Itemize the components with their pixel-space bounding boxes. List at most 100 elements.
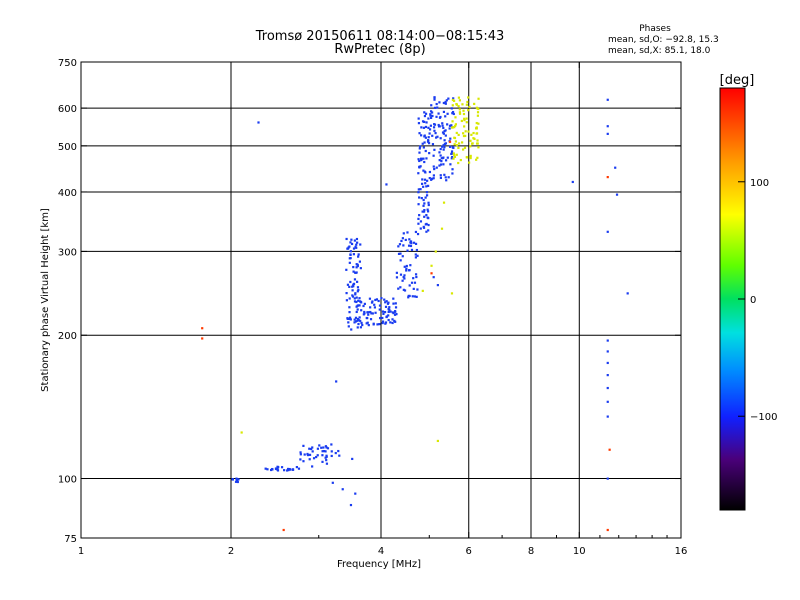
data-point xyxy=(444,100,447,104)
data-point xyxy=(433,167,436,171)
data-point xyxy=(308,447,311,450)
data-point xyxy=(354,320,357,323)
data-point xyxy=(424,182,427,185)
data-point xyxy=(423,141,426,144)
data-point xyxy=(381,321,384,325)
data-point xyxy=(469,145,472,148)
data-point xyxy=(398,243,402,246)
data-point xyxy=(367,324,370,327)
data-point xyxy=(346,283,350,286)
data-point xyxy=(406,231,409,234)
data-point xyxy=(606,415,609,418)
data-point xyxy=(316,447,319,450)
data-point xyxy=(457,133,460,137)
data-point xyxy=(306,452,309,456)
data-point xyxy=(349,280,352,284)
data-point xyxy=(404,238,407,242)
data-point xyxy=(606,400,609,403)
data-point xyxy=(419,145,422,148)
data-point xyxy=(467,109,470,112)
data-point xyxy=(420,196,423,200)
data-point xyxy=(266,468,269,471)
data-point xyxy=(391,321,394,325)
data-point xyxy=(449,137,452,140)
data-point xyxy=(436,284,439,287)
data-point xyxy=(424,112,428,115)
y-axis-label: Stationary phase Virtual Height [km] xyxy=(40,208,51,392)
data-point xyxy=(417,222,420,225)
y-tick-label: 400 xyxy=(58,188,77,199)
data-point xyxy=(403,265,406,268)
data-point xyxy=(448,140,452,143)
data-point xyxy=(397,252,401,255)
data-point xyxy=(449,163,452,166)
data-point xyxy=(426,179,429,182)
data-point xyxy=(334,451,337,455)
data-point xyxy=(477,122,480,125)
data-point xyxy=(422,185,425,188)
data-point xyxy=(444,102,447,105)
data-point xyxy=(457,142,461,145)
data-point xyxy=(425,230,428,233)
x-tick-label: 10 xyxy=(573,546,586,557)
data-point xyxy=(415,248,419,252)
data-point xyxy=(378,323,381,326)
data-point xyxy=(355,300,358,304)
data-point xyxy=(350,242,354,246)
data-point xyxy=(355,296,358,299)
data-point xyxy=(352,265,355,269)
data-point xyxy=(455,153,458,156)
data-point xyxy=(376,323,379,326)
data-point xyxy=(441,122,444,125)
data-point xyxy=(397,245,400,248)
stats-line-x: mean, sd,X: 85.1, 18.0 xyxy=(608,46,711,56)
data-point xyxy=(420,157,423,160)
data-point xyxy=(462,148,465,151)
data-point xyxy=(356,286,360,289)
x-tick-label: 4 xyxy=(378,546,384,557)
data-point xyxy=(428,152,431,155)
data-point xyxy=(431,114,434,118)
data-point xyxy=(433,148,436,151)
data-point xyxy=(387,314,390,317)
data-point xyxy=(447,97,450,100)
data-point xyxy=(289,468,292,471)
data-point xyxy=(373,303,376,306)
data-point xyxy=(606,361,609,365)
y-tick-label: 600 xyxy=(58,104,77,115)
data-point xyxy=(412,277,415,280)
data-point xyxy=(325,462,329,465)
data-point xyxy=(418,196,421,199)
data-point xyxy=(402,275,405,279)
data-point xyxy=(446,156,449,159)
data-point xyxy=(433,106,437,109)
data-point xyxy=(375,298,379,301)
data-point xyxy=(402,232,405,235)
data-point xyxy=(387,301,390,304)
data-point xyxy=(436,439,439,443)
data-point xyxy=(451,104,454,107)
data-point xyxy=(371,312,374,315)
data-point xyxy=(351,457,354,461)
data-point xyxy=(377,299,380,303)
data-point xyxy=(409,264,412,267)
data-point xyxy=(341,488,344,491)
data-point xyxy=(427,142,431,145)
data-point xyxy=(457,105,460,108)
colorbar-ticks: 100 0 −100 xyxy=(738,178,777,423)
data-point xyxy=(451,120,454,123)
data-point xyxy=(422,198,425,202)
data-point xyxy=(291,468,295,471)
data-point xyxy=(434,250,437,253)
data-point xyxy=(473,137,476,140)
data-point xyxy=(435,166,438,169)
data-point xyxy=(457,96,461,99)
data-point xyxy=(276,468,279,471)
y-tick-label: 500 xyxy=(58,142,77,153)
data-point xyxy=(432,126,436,129)
data-point xyxy=(436,106,439,109)
data-point xyxy=(435,115,438,118)
data-point xyxy=(351,294,354,297)
data-point xyxy=(348,297,351,300)
data-point xyxy=(428,170,432,174)
